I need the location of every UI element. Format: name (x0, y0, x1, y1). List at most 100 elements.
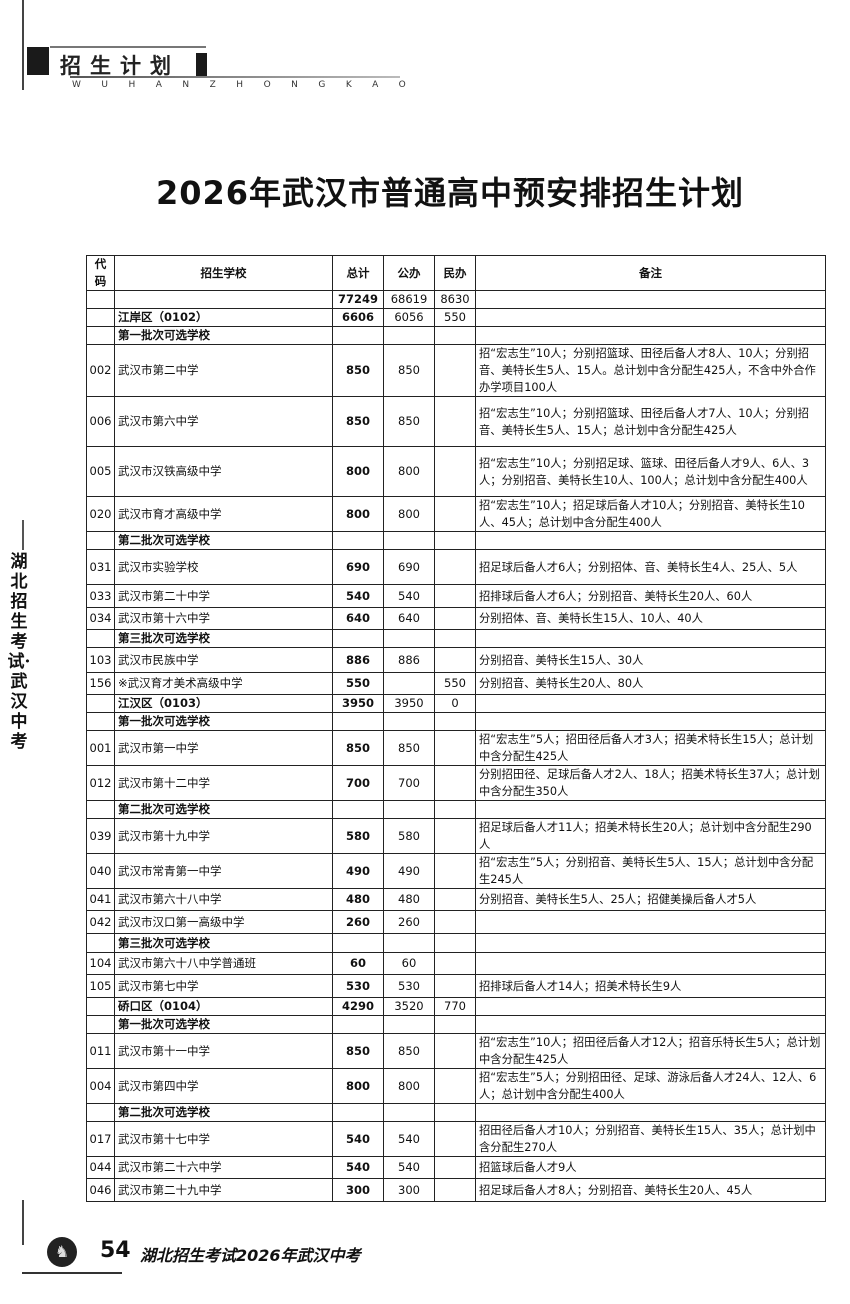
district-row: 江岸区（0102） 6606 6056 550 (86, 308, 826, 327)
col-header-total: 总计 (332, 255, 384, 291)
table-row: 044 武汉市第二十六中学 540 540 招篮球后备人才9人 (86, 1156, 826, 1179)
note-cell (475, 1103, 826, 1122)
private-cell (434, 344, 476, 397)
note-cell (475, 1015, 826, 1034)
public-cell: 800 (383, 446, 435, 497)
school-cell: 武汉市第六十八中学 (114, 888, 333, 911)
public-cell (383, 672, 435, 695)
total-cell: 490 (332, 853, 384, 889)
total-row: 77249 68619 8630 (86, 290, 826, 309)
note-cell: 分别招田径、足球后备人才2人、18人；招美术特长生37人；总计划中含分配生350… (475, 765, 826, 801)
school-cell: 江岸区（0102） (114, 308, 333, 327)
total-cell (332, 531, 384, 550)
note-cell: 招“宏志生”10人；分别招足球、篮球、田径后备人才9人、6人、3人；分别招音、美… (475, 446, 826, 497)
section-title: 招生计划 (60, 54, 180, 78)
school-cell: 武汉市民族中学 (114, 647, 333, 673)
table-row: 004 武汉市第四中学 800 800 招“宏志生”5人；分别招田径、足球、游泳后备人才… (86, 1068, 826, 1104)
side-text: 湖北招生考试·武汉中考 (7, 552, 31, 752)
note-cell (475, 290, 826, 309)
page-title: 2026年武汉市普通高中预安排招生计划 (155, 174, 745, 212)
table-row: 005 武汉市汉铁高级中学 800 800 招“宏志生”10人；分别招足球、篮球、田径后… (86, 446, 826, 497)
total-cell: 530 (332, 974, 384, 998)
table-row: 156 ※武汉育才美术高级中学 550 550 分别招音、美特长生20人、80人 (86, 672, 826, 695)
enrollment-table: 代码 招生学校 总计 公办 民办 备注 77249 68619 8630 江岸区（01… (86, 255, 826, 1202)
code-cell (86, 997, 115, 1016)
code-cell (86, 712, 115, 731)
code-cell: 033 (86, 584, 115, 608)
private-cell (434, 765, 476, 801)
batch-row: 第二批次可选学校 (86, 1103, 826, 1122)
school-cell: 武汉市第四中学 (114, 1068, 333, 1104)
table-row: 041 武汉市第六十八中学 480 480 分别招音、美特长生5人、25人；招健美操后备… (86, 888, 826, 911)
code-cell: 034 (86, 607, 115, 630)
batch-row: 第二批次可选学校 (86, 800, 826, 819)
school-cell: 武汉市第六中学 (114, 396, 333, 447)
note-cell (475, 997, 826, 1016)
private-cell (434, 974, 476, 998)
public-cell: 60 (383, 952, 435, 975)
code-cell (86, 326, 115, 345)
private-cell (434, 853, 476, 889)
table-row: 046 武汉市第二十九中学 300 300 招足球后备人才8人；分别招音、美特长生20人… (86, 1178, 826, 1202)
public-cell: 800 (383, 1068, 435, 1104)
school-cell: 武汉市第二中学 (114, 344, 333, 397)
table-row: 105 武汉市第七中学 530 530 招排球后备人才14人；招美术特长生9人 (86, 974, 826, 998)
private-cell (434, 496, 476, 532)
header-rule (70, 76, 400, 78)
total-cell: 850 (332, 396, 384, 447)
code-cell (86, 933, 115, 953)
code-cell: 006 (86, 396, 115, 447)
code-cell: 031 (86, 549, 115, 585)
code-cell: 105 (86, 974, 115, 998)
school-cell: 武汉市实验学校 (114, 549, 333, 585)
note-cell: 招“宏志生”10人；招足球后备人才10人；分别招音、美特长生10人、45人；总计… (475, 496, 826, 532)
private-cell: 550 (434, 672, 476, 695)
school-cell: 第一批次可选学校 (114, 326, 333, 345)
margin-rule (22, 520, 24, 550)
private-cell (434, 1178, 476, 1202)
private-cell (434, 1015, 476, 1034)
private-cell (434, 647, 476, 673)
code-cell: 041 (86, 888, 115, 911)
note-cell: 招排球后备人才6人；分别招音、美特长生20人、60人 (475, 584, 826, 608)
code-cell: 103 (86, 647, 115, 673)
school-cell (114, 290, 333, 309)
code-cell: 017 (86, 1121, 115, 1157)
total-cell: 4290 (332, 997, 384, 1016)
batch-row: 第三批次可选学校 (86, 933, 826, 953)
col-header-school: 招生学校 (114, 255, 333, 291)
school-cell: 武汉市第二十九中学 (114, 1178, 333, 1202)
public-cell: 3520 (383, 997, 435, 1016)
total-cell: 850 (332, 344, 384, 397)
public-cell: 3950 (383, 694, 435, 713)
total-cell: 886 (332, 647, 384, 673)
private-cell (434, 933, 476, 953)
code-cell: 011 (86, 1033, 115, 1069)
table-row: 040 武汉市常青第一中学 490 490 招“宏志生”5人；分别招音、美特长生5人、1… (86, 853, 826, 889)
margin-rule (22, 0, 24, 90)
total-cell (332, 1103, 384, 1122)
school-cell: 武汉市常青第一中学 (114, 853, 333, 889)
public-cell (383, 712, 435, 731)
school-cell: 武汉市第十六中学 (114, 607, 333, 630)
code-cell: 001 (86, 730, 115, 766)
public-cell: 690 (383, 549, 435, 585)
table-row: 042 武汉市汉口第一高级中学 260 260 (86, 910, 826, 934)
table-row: 006 武汉市第六中学 850 850 招“宏志生”10人；分别招篮球、田径后备人才7人… (86, 396, 826, 447)
total-cell: 3950 (332, 694, 384, 713)
batch-row: 第二批次可选学校 (86, 531, 826, 550)
note-cell (475, 326, 826, 345)
table-row: 011 武汉市第十一中学 850 850 招“宏志生”10人；招田径后备人才12人；招音… (86, 1033, 826, 1069)
total-cell: 540 (332, 1156, 384, 1179)
code-cell: 044 (86, 1156, 115, 1179)
code-cell: 002 (86, 344, 115, 397)
public-cell: 700 (383, 765, 435, 801)
total-cell: 850 (332, 730, 384, 766)
school-cell: 第二批次可选学校 (114, 800, 333, 819)
total-cell: 540 (332, 1121, 384, 1157)
note-cell (475, 694, 826, 713)
note-cell (475, 800, 826, 819)
table-row: 104 武汉市第六十八中学普通班 60 60 (86, 952, 826, 975)
note-cell: 招“宏志生”10人；分别招篮球、田径后备人才7人、10人；分别招音、美特长生5人… (475, 396, 826, 447)
total-cell: 800 (332, 1068, 384, 1104)
